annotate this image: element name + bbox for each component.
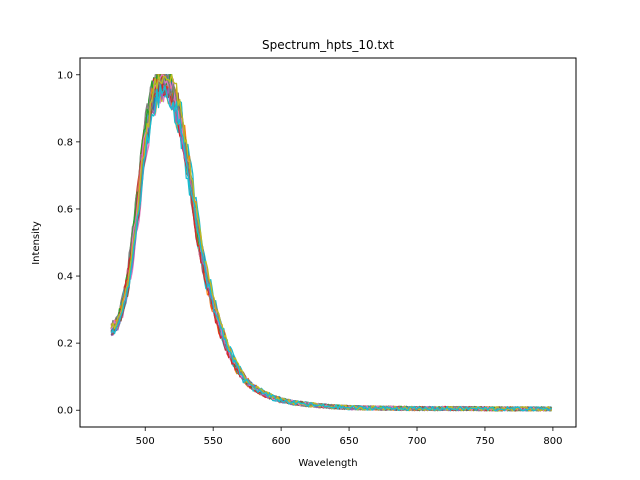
- chart-title: Spectrum_hpts_10.txt: [262, 38, 394, 52]
- y-axis-label: Intensity: [31, 221, 42, 265]
- x-tick-label: 650: [340, 436, 359, 447]
- plot-lines: [110, 74, 553, 412]
- x-axis-label: Wavelength: [298, 458, 357, 469]
- spectrum-series-line: [110, 83, 553, 412]
- y-tick-label: 0.4: [57, 272, 73, 283]
- x-tick-label: 600: [272, 436, 291, 447]
- x-tick-label: 500: [136, 436, 155, 447]
- spectrum-series-line: [110, 82, 553, 412]
- spectrum-series-line: [110, 85, 552, 412]
- x-tick-label: 700: [407, 436, 426, 447]
- y-tick-label: 0.8: [57, 137, 73, 148]
- x-tick-label: 550: [204, 436, 223, 447]
- y-tick-label: 0.6: [57, 204, 73, 215]
- y-tick-label: 1.0: [57, 70, 73, 81]
- x-tick-label: 750: [475, 436, 494, 447]
- y-tick-label: 0.0: [57, 406, 73, 417]
- x-axis-ticks: 500 550 600 650 700 750 800: [136, 427, 562, 447]
- y-axis-ticks: 0.0 0.2 0.4 0.6 0.8 1.0: [57, 70, 80, 417]
- x-tick-label: 800: [543, 436, 562, 447]
- spectrum-series-line: [110, 82, 552, 412]
- spectrum-series-line: [110, 74, 553, 412]
- axes-frame: [79, 57, 577, 428]
- spectrum-series-line: [110, 84, 552, 412]
- y-tick-label: 0.2: [57, 339, 73, 350]
